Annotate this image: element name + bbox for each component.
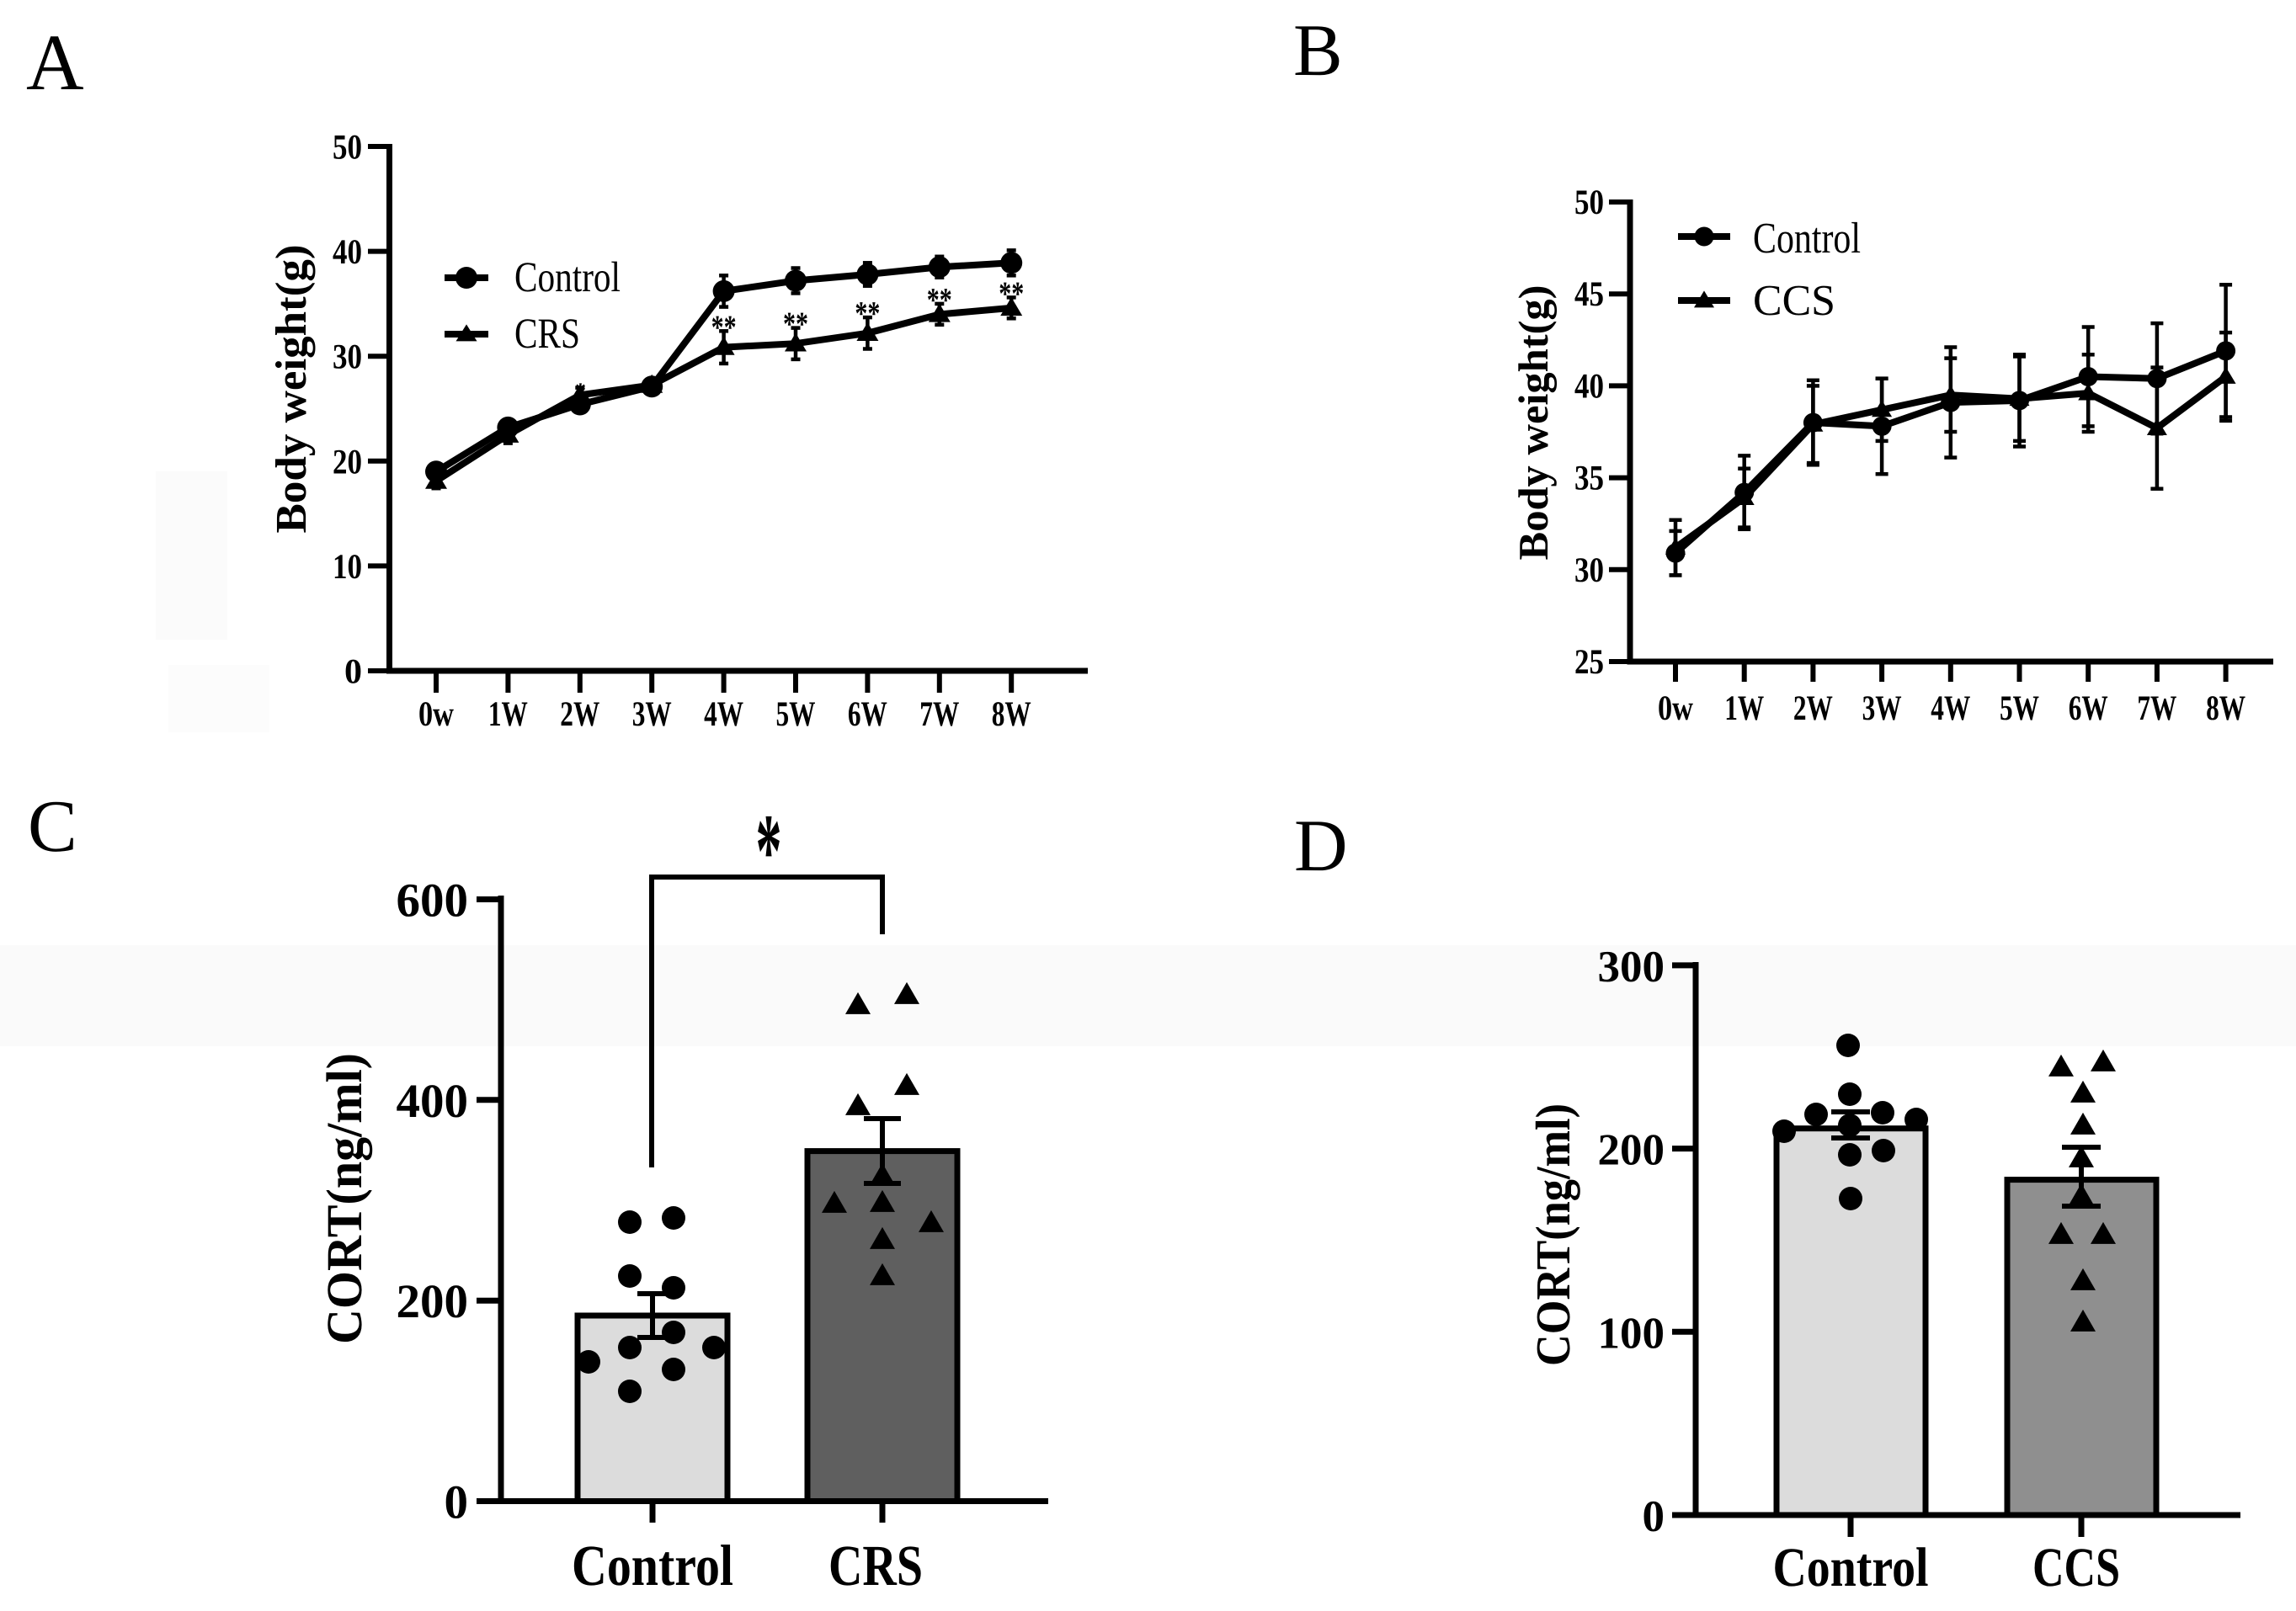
svg-text:0: 0 <box>445 1476 469 1529</box>
svg-text:**: ** <box>783 305 808 343</box>
svg-text:200: 200 <box>1598 1126 1665 1175</box>
svg-text:Control: Control <box>572 1534 733 1598</box>
svg-text:C: C <box>28 786 77 868</box>
svg-text:0w: 0w <box>418 695 455 734</box>
svg-text:Body weight(g): Body weight(g) <box>268 245 316 534</box>
svg-text:*: * <box>756 793 782 910</box>
svg-text:8W: 8W <box>2206 689 2245 728</box>
svg-text:7W: 7W <box>919 695 959 734</box>
svg-text:5W: 5W <box>2000 689 2039 728</box>
svg-text:6W: 6W <box>2069 689 2108 728</box>
svg-text:**: ** <box>855 295 880 332</box>
svg-text:1W: 1W <box>488 695 528 734</box>
svg-text:CORT(ng/ml): CORT(ng/ml) <box>317 1053 373 1344</box>
svg-text:4W: 4W <box>704 695 743 734</box>
svg-text:30: 30 <box>1574 551 1604 590</box>
svg-text:0w: 0w <box>1658 689 1694 728</box>
svg-text:200: 200 <box>397 1275 469 1328</box>
svg-text:2W: 2W <box>1793 689 1833 728</box>
svg-text:3W: 3W <box>1862 689 1902 728</box>
svg-text:**: ** <box>999 274 1024 312</box>
svg-text:1W: 1W <box>1724 689 1764 728</box>
svg-text:7W: 7W <box>2137 689 2176 728</box>
svg-text:400: 400 <box>397 1075 469 1128</box>
svg-text:D: D <box>1294 806 1348 887</box>
svg-text:CCS: CCS <box>1753 277 1835 325</box>
svg-text:10: 10 <box>333 548 362 587</box>
svg-text:8W: 8W <box>992 695 1031 734</box>
svg-text:35: 35 <box>1574 460 1604 498</box>
svg-text:5W: 5W <box>776 695 816 734</box>
svg-text:0: 0 <box>344 653 362 692</box>
svg-text:0: 0 <box>1643 1492 1665 1541</box>
svg-text:100: 100 <box>1598 1309 1665 1358</box>
svg-text:*: * <box>575 379 586 403</box>
svg-text:4W: 4W <box>1931 689 1970 728</box>
svg-text:CORT(ng/ml): CORT(ng/ml) <box>1526 1103 1580 1366</box>
svg-text:**: ** <box>927 281 952 319</box>
svg-text:Control: Control <box>1773 1537 1929 1598</box>
svg-text:2W: 2W <box>560 695 599 734</box>
svg-text:50: 50 <box>333 129 362 167</box>
svg-text:20: 20 <box>333 443 362 481</box>
svg-text:Control: Control <box>514 254 621 301</box>
svg-text:CCS: CCS <box>2032 1537 2120 1598</box>
svg-text:40: 40 <box>1574 367 1604 406</box>
svg-text:A: A <box>26 18 84 107</box>
svg-text:CRS: CRS <box>514 311 580 358</box>
svg-text:3W: 3W <box>632 695 672 734</box>
svg-text:CRS: CRS <box>828 1534 923 1598</box>
svg-text:Body weight(g): Body weight(g) <box>1510 285 1558 561</box>
svg-text:30: 30 <box>333 338 362 377</box>
svg-text:50: 50 <box>1574 183 1604 222</box>
svg-text:6W: 6W <box>848 695 887 734</box>
svg-text:40: 40 <box>333 233 362 272</box>
svg-text:Control: Control <box>1753 215 1861 263</box>
svg-text:600: 600 <box>397 875 469 928</box>
svg-text:**: ** <box>711 308 737 346</box>
svg-text:45: 45 <box>1574 275 1604 314</box>
svg-text:300: 300 <box>1598 943 1665 992</box>
svg-text:25: 25 <box>1574 643 1604 682</box>
svg-text:B: B <box>1293 10 1343 92</box>
